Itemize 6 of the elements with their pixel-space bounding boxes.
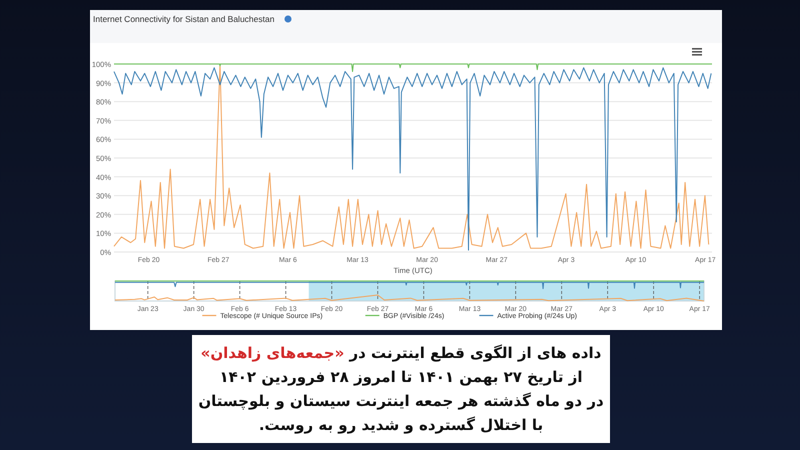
chart-title: Internet Connectivity for Sistan and Baluchestan (93, 14, 275, 24)
text: «جمعه‌های زاهدان» (200, 344, 344, 362)
text: داده های از الگوی قطع اینترنت در (344, 344, 602, 362)
text: در دو ماه گذشته هر جمعه اینترنت سیستان و بلوچستان (198, 392, 604, 410)
text: با اختلال گسترده و شدید رو به روست. (258, 416, 544, 434)
text: از تاریخ ۲۷ بهمن ۱۴۰۱ تا امروز ۲۸ فروردین ۱۴۰۲ (219, 368, 583, 386)
